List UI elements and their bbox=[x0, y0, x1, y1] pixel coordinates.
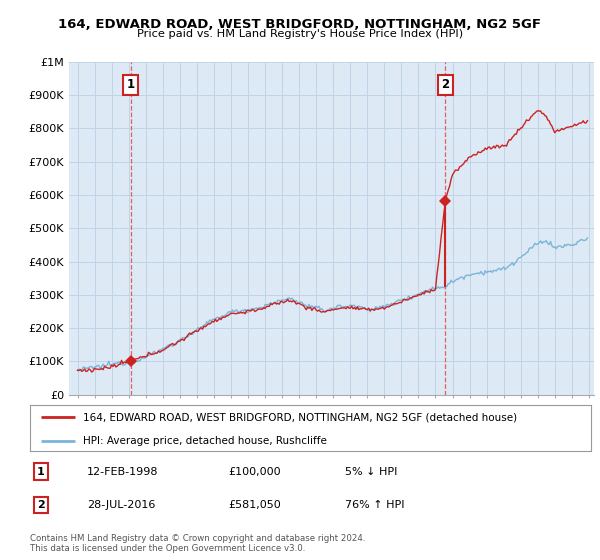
Text: Contains HM Land Registry data © Crown copyright and database right 2024.
This d: Contains HM Land Registry data © Crown c… bbox=[30, 534, 365, 553]
Text: 28-JUL-2016: 28-JUL-2016 bbox=[87, 500, 155, 510]
Text: 76% ↑ HPI: 76% ↑ HPI bbox=[345, 500, 404, 510]
Text: 1: 1 bbox=[127, 78, 135, 91]
Text: HPI: Average price, detached house, Rushcliffe: HPI: Average price, detached house, Rush… bbox=[83, 436, 327, 446]
Text: 5% ↓ HPI: 5% ↓ HPI bbox=[345, 466, 397, 477]
Text: 164, EDWARD ROAD, WEST BRIDGFORD, NOTTINGHAM, NG2 5GF: 164, EDWARD ROAD, WEST BRIDGFORD, NOTTIN… bbox=[59, 18, 542, 31]
Text: £581,050: £581,050 bbox=[228, 500, 281, 510]
Text: 12-FEB-1998: 12-FEB-1998 bbox=[87, 466, 158, 477]
Text: 2: 2 bbox=[441, 78, 449, 91]
Text: 164, EDWARD ROAD, WEST BRIDGFORD, NOTTINGHAM, NG2 5GF (detached house): 164, EDWARD ROAD, WEST BRIDGFORD, NOTTIN… bbox=[83, 412, 517, 422]
Text: Price paid vs. HM Land Registry's House Price Index (HPI): Price paid vs. HM Land Registry's House … bbox=[137, 29, 463, 39]
Text: 2: 2 bbox=[37, 500, 44, 510]
Text: £100,000: £100,000 bbox=[228, 466, 281, 477]
Text: 1: 1 bbox=[37, 466, 44, 477]
